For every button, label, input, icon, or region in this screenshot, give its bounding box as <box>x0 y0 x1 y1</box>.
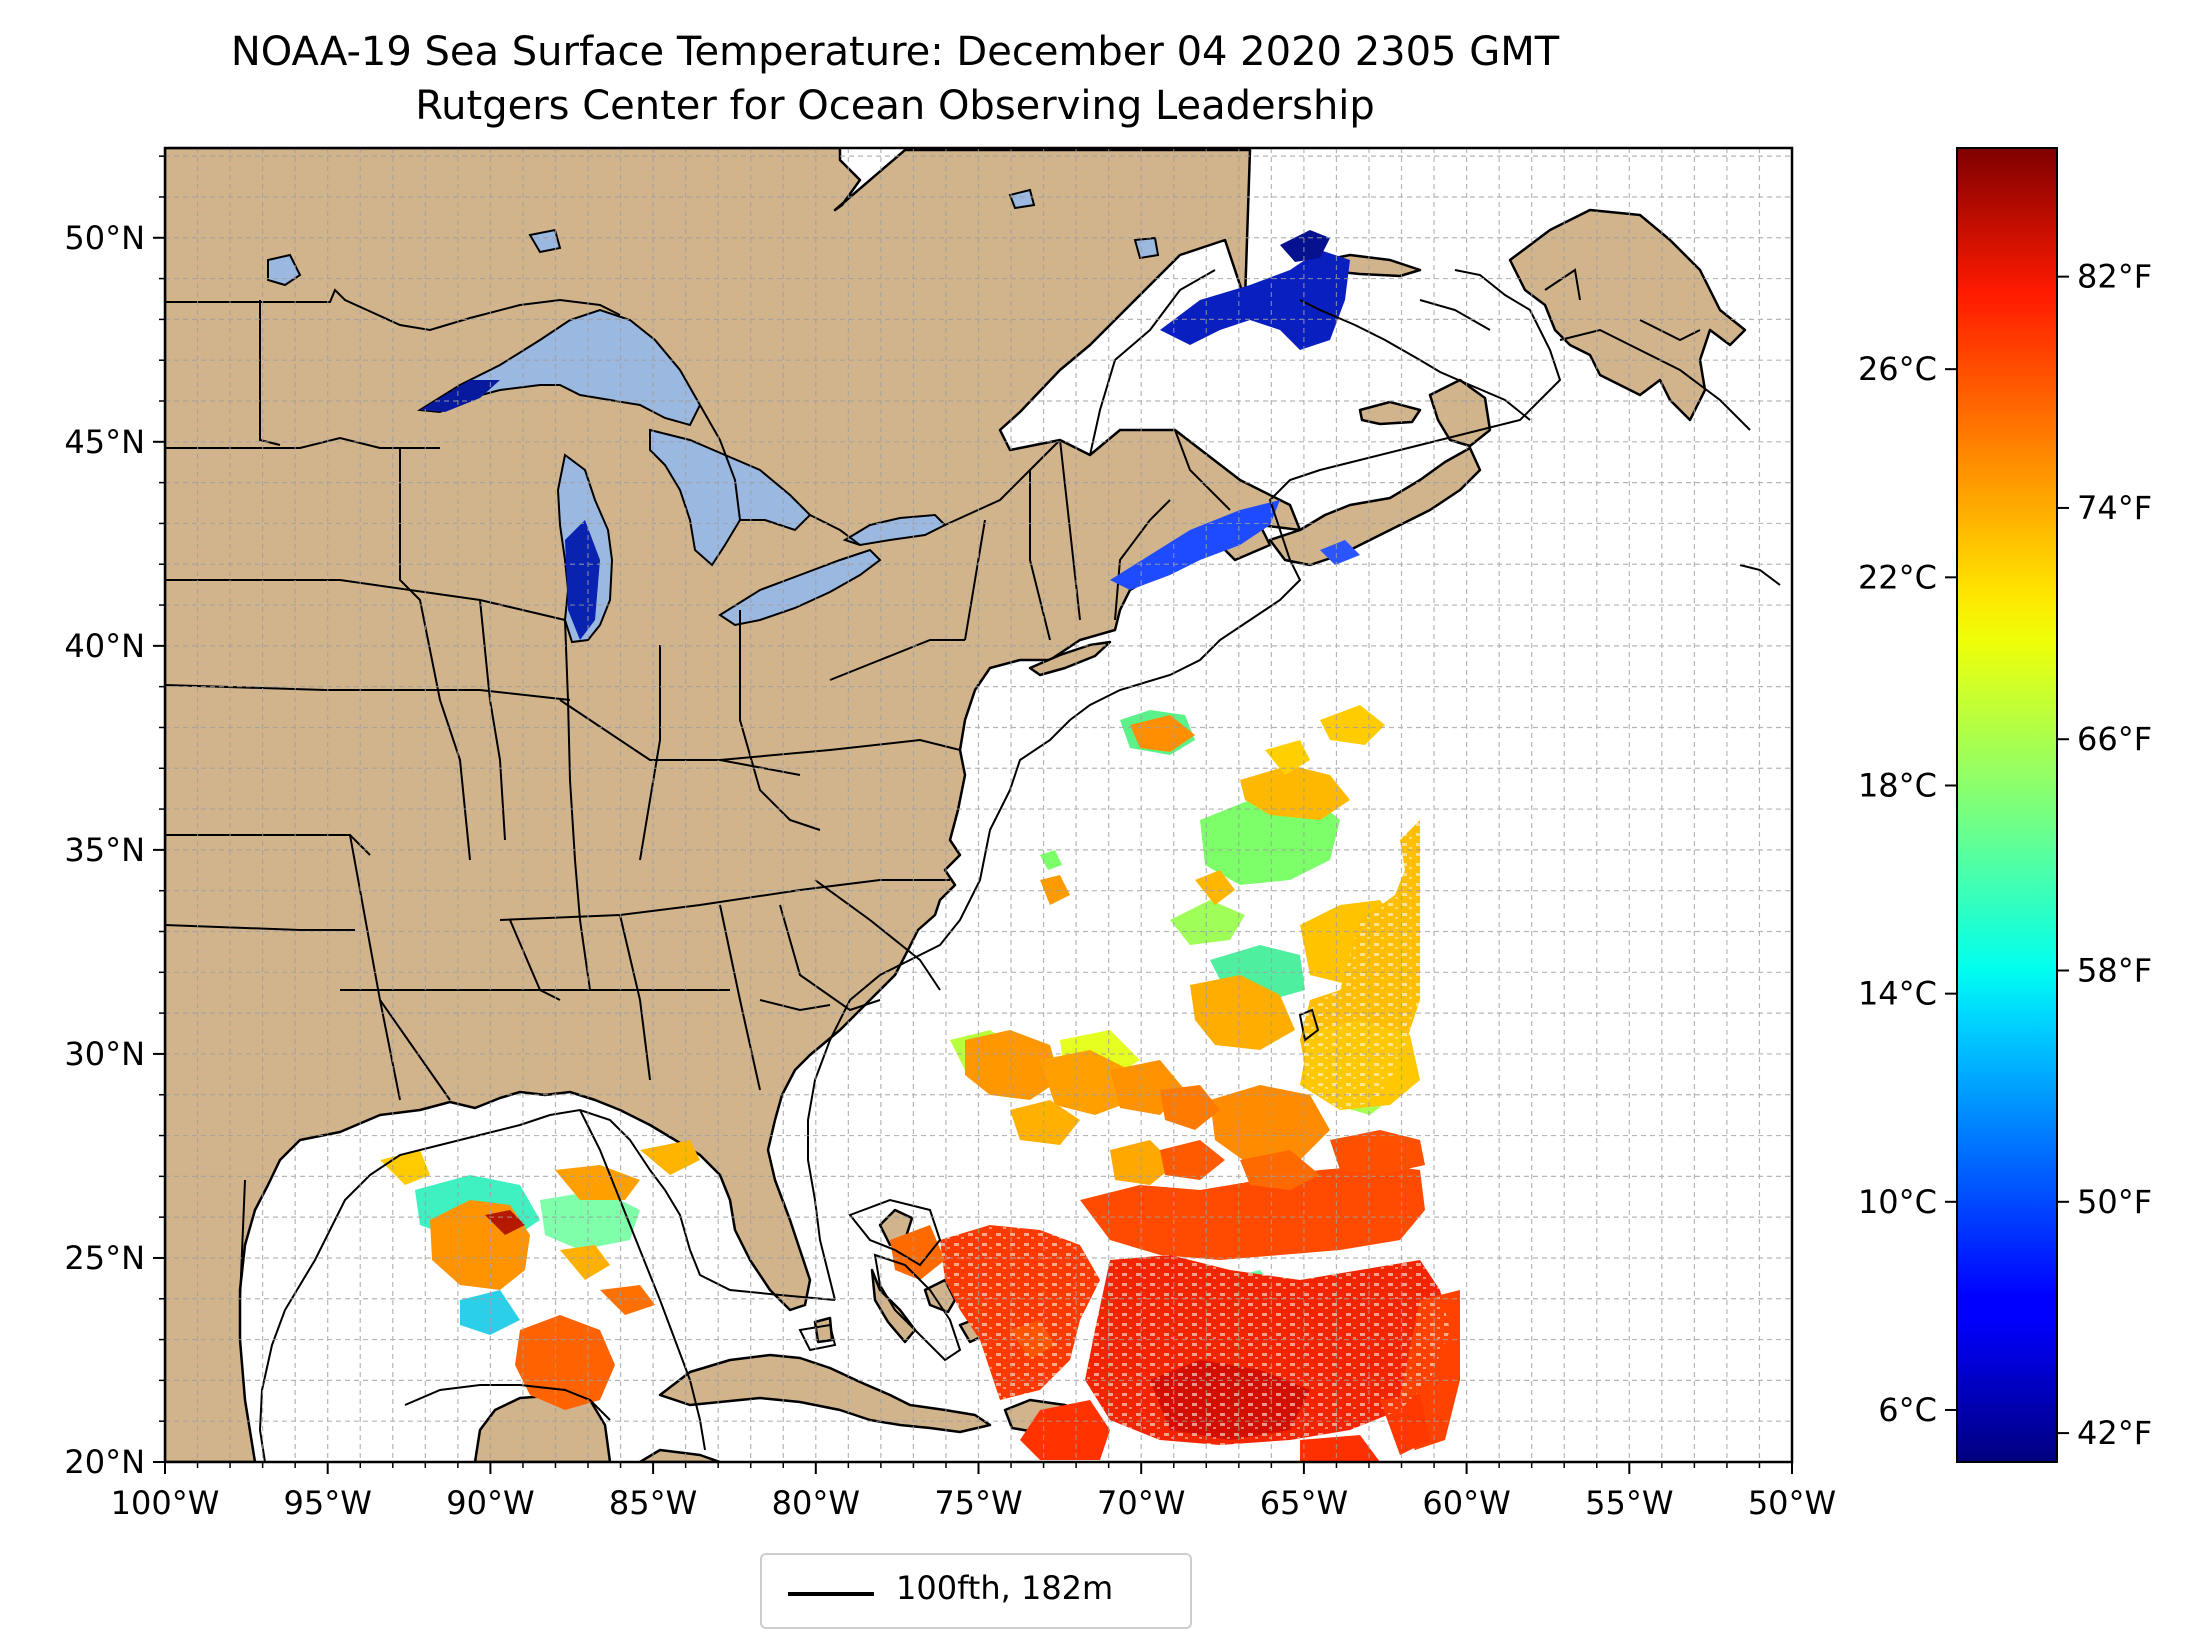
colorbar-f-tick-label: 58°F <box>2077 952 2152 990</box>
isobath-100fth <box>258 268 1781 1462</box>
y-tick-label: 25°N <box>64 1239 145 1277</box>
sst-data-layer <box>380 230 1460 1462</box>
colorbar-f-tick-label: 50°F <box>2077 1183 2152 1221</box>
x-tick-label: 60°W <box>1422 1484 1510 1522</box>
colorbar-f-tick-label: 82°F <box>2077 258 2152 296</box>
x-tick-label: 95°W <box>284 1484 372 1522</box>
legend-line-swatch <box>788 1592 874 1596</box>
political-borders <box>165 269 1231 1301</box>
colorbar-c-tick-label: 6°C <box>1878 1391 1937 1429</box>
x-tick-label: 85°W <box>609 1484 697 1522</box>
x-tick-label: 65°W <box>1260 1484 1348 1522</box>
x-tick-label: 70°W <box>1097 1484 1185 1522</box>
y-tick-label: 50°N <box>64 219 145 257</box>
colorbar <box>1956 147 2058 1463</box>
colorbar-c-tick-label: 18°C <box>1858 766 1937 804</box>
colorbar-f-tick-label: 42°F <box>2077 1414 2152 1452</box>
colorbar-c-tick-label: 22°C <box>1858 558 1937 596</box>
legend: 100fth, 182m <box>760 1553 1192 1629</box>
colorbar-fahrenheit-ticks: 42°F 50°F 58°F 66°F 74°F 82°F <box>2057 258 2152 1452</box>
colorbar-c-tick-label: 14°C <box>1858 975 1937 1013</box>
map-grid <box>165 148 1792 1462</box>
colorbar-f-tick-label: 66°F <box>2077 720 2152 758</box>
x-tick-label: 90°W <box>446 1484 534 1522</box>
chart-subtitle: Rutgers Center for Ocean Observing Leade… <box>415 83 1375 129</box>
land-layer <box>165 148 1747 1462</box>
x-axis: 100°W 95°W 90°W 85°W 80°W 75°W 70°W 65°W 60°W 55°… <box>111 1462 1836 1522</box>
x-tick-label: 55°W <box>1585 1484 1673 1522</box>
x-tick-label: 75°W <box>934 1484 1022 1522</box>
y-tick-label: 35°N <box>64 831 145 869</box>
y-axis: 20°N 25°N 30°N 35°N 40°N 45°N 50°N <box>64 155 165 1481</box>
colorbar-celsius-ticks: 6°C 10°C 14°C 18°C 22°C 26°C <box>1858 350 1957 1429</box>
colorbar-f-tick-label: 74°F <box>2077 489 2152 527</box>
x-tick-label: 80°W <box>772 1484 860 1522</box>
chart-title: NOAA-19 Sea Surface Temperature: Decembe… <box>230 29 1560 75</box>
colorbar-c-tick-label: 26°C <box>1858 350 1937 388</box>
y-tick-label: 20°N <box>64 1443 145 1481</box>
legend-label: 100fth, 182m <box>896 1569 1114 1607</box>
y-tick-label: 45°N <box>64 423 145 461</box>
x-tick-label: 100°W <box>111 1484 220 1522</box>
x-tick-label: 50°W <box>1748 1484 1836 1522</box>
colorbar-c-tick-label: 10°C <box>1858 1183 1937 1221</box>
y-tick-label: 40°N <box>64 627 145 665</box>
y-tick-label: 30°N <box>64 1035 145 1073</box>
